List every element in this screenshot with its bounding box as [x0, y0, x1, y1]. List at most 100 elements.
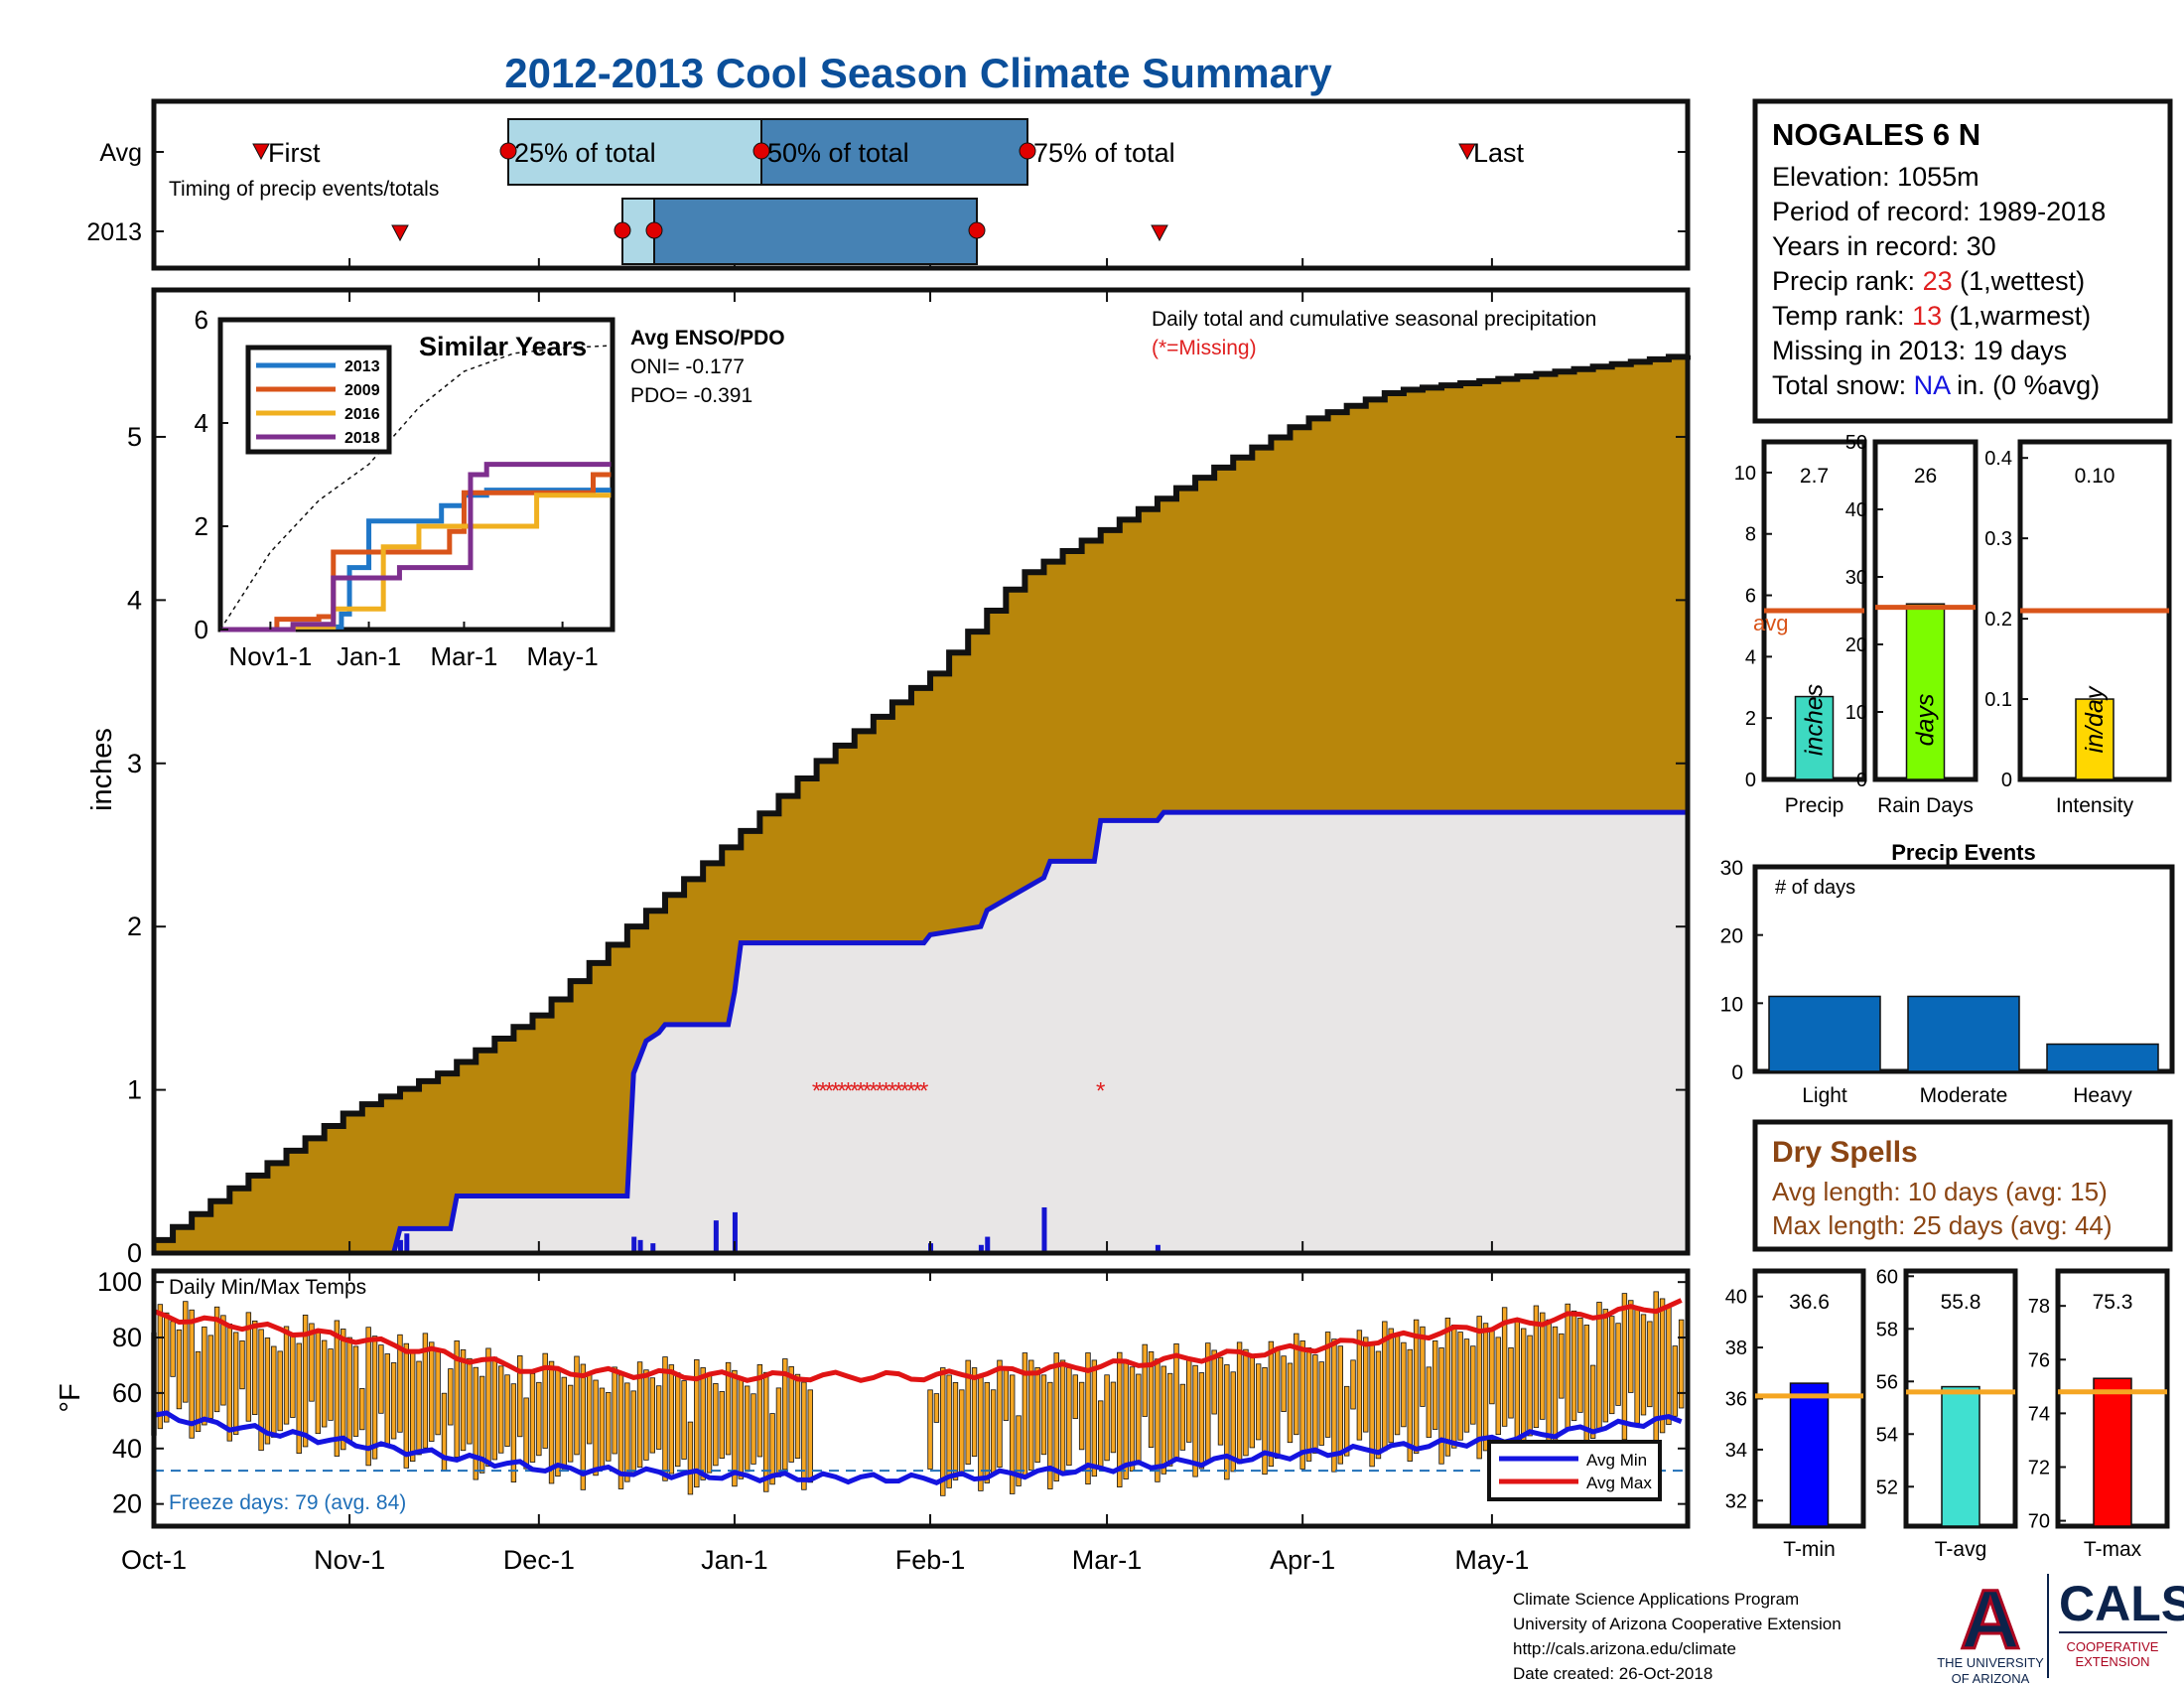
daily-temp-bar: [807, 1389, 813, 1483]
ua-block-a-icon: A: [1961, 1573, 2021, 1666]
legend-avg-max-label: Avg Max: [1586, 1474, 1652, 1492]
tmax-y-tick-label: 76: [2028, 1349, 2050, 1371]
precip-value: 2.7: [1800, 465, 1829, 488]
daily-temp-bar: [1501, 1307, 1508, 1427]
daily-temp-bar: [239, 1340, 245, 1390]
tavg-y-tick-label: 60: [1876, 1266, 1898, 1288]
daily-temp-bar: [346, 1336, 352, 1444]
footer-line2: University of Arizona Cooperative Extens…: [1513, 1615, 1842, 1633]
daily-temp-bar: [497, 1365, 504, 1454]
summary-bar-charts: 0 2 4 6 8 10 2.7 inches Precip avg 0 10 20 30 40 50 26 da…: [1734, 432, 2172, 817]
main-y-ticks: 0 1 2 3 4 5: [127, 422, 1688, 1268]
daily-temp-bar: [429, 1341, 435, 1442]
missing-marker: *: [869, 1078, 878, 1105]
daily-temp-bar: [315, 1332, 322, 1435]
daily-temp-bar: [473, 1366, 478, 1480]
intensity-axis-label: Intensity: [2056, 794, 2134, 817]
daily-temp-bar: [1508, 1346, 1514, 1419]
daily-temp-bar: [1470, 1345, 1476, 1425]
daily-temp-bar: [548, 1360, 555, 1484]
station-frame: [1752, 98, 2173, 424]
daily-temp-bar: [1520, 1328, 1527, 1445]
temp-y-tick-label: 40: [112, 1434, 142, 1464]
daily-temp-bar: [390, 1362, 397, 1440]
daily-temp-bar: [1527, 1335, 1533, 1437]
daily-precip-bars: [397, 1206, 1160, 1253]
daily-temp-bar: [732, 1369, 738, 1487]
temperature-panel: 20 40 60 80 100 Daily Min/Max Temps °F Freez…: [55, 1267, 1691, 1529]
daily-temp-bar: [1009, 1374, 1016, 1494]
daily-temp-bar: [1444, 1317, 1451, 1457]
daily-temp-bar: [409, 1351, 416, 1463]
dry-spells-frame: [1752, 1119, 2173, 1252]
inset-y-tick-label: 4: [195, 408, 208, 438]
daily-temp-bar: [984, 1381, 990, 1483]
daily-temp-bar: [523, 1397, 529, 1470]
daily-temp-bar: [542, 1352, 548, 1449]
daily-temp-bar: [290, 1335, 296, 1418]
daily-temp-bar: [1432, 1339, 1438, 1430]
daily-precip-bar: [732, 1211, 738, 1253]
rain_days-y-tick-label: 30: [1845, 567, 1867, 589]
daily-temp-bar: [341, 1329, 346, 1451]
event-bar: [1768, 995, 1881, 1072]
rain_days-y-tick-label: 50: [1845, 432, 1867, 454]
tmin-y-tick-label: 40: [1725, 1287, 1747, 1309]
missing-marker: *: [919, 1078, 928, 1105]
similar-year-line: [220, 472, 612, 633]
inset-x-tick-label: Mar-1: [430, 641, 497, 671]
temp-y-tick-label: 60: [112, 1378, 142, 1408]
daily-temp-bar: [517, 1355, 523, 1438]
daily-temp-bar: [536, 1381, 542, 1457]
cumulative-2013-area: [154, 812, 1688, 1253]
daily-temp-bar: [1647, 1321, 1653, 1408]
missing-marker: *: [837, 1078, 846, 1105]
tavg-y-tick-label: 54: [1876, 1424, 1898, 1446]
daily-temp-bar: [971, 1367, 978, 1458]
enso-oni: ONI= -0.177: [630, 355, 745, 378]
event-bar: [1907, 995, 2020, 1072]
main-y-tick-label: 1: [127, 1075, 142, 1105]
daily-temp-bar: [226, 1323, 232, 1442]
intensity-unit-label: in/day: [2081, 685, 2109, 753]
precip-y-tick-label: 8: [1745, 524, 1756, 546]
daily-temp-bar: [952, 1381, 959, 1480]
avg-last-marker: [1458, 143, 1476, 161]
daily-temp-bar: [1110, 1381, 1117, 1454]
inset-x-ticks: Nov1-1 Jan-1 Mar-1 May-1: [228, 622, 599, 671]
inset-y-ticks: 0 2 4 6: [195, 305, 228, 644]
daily-temp-bar: [359, 1388, 365, 1431]
daily-temp-bar: [485, 1347, 491, 1468]
daily-temp-bar: [384, 1353, 390, 1447]
daily-temp-bar: [1451, 1325, 1457, 1449]
daily-temp-bar: [1078, 1381, 1085, 1451]
daily-temp-bar: [1596, 1302, 1602, 1431]
daily-temp-bar: [1609, 1316, 1615, 1415]
station-name: NOGALES 6 N: [1772, 117, 1980, 152]
daily-temp-bar: [232, 1332, 239, 1435]
daily-temp-bar: [1053, 1352, 1059, 1481]
daily-temp-bar: [694, 1359, 700, 1488]
daily-temp-bar: [1179, 1383, 1186, 1451]
month-tick-label: Apr-1: [1270, 1545, 1335, 1575]
daily-temp-bar: [189, 1309, 195, 1439]
missing-markers: ****************** *: [812, 1078, 1105, 1105]
daily-temp-bar: [738, 1377, 744, 1479]
daily-temp-bar: [1003, 1367, 1010, 1421]
daily-temp-bar: [1589, 1364, 1596, 1439]
avg-q25-label: 25% of total: [514, 138, 656, 168]
daily-temp-bar: [397, 1334, 403, 1433]
legend-avg-min-label: Avg Min: [1586, 1451, 1647, 1470]
daily-temp-bar: [1059, 1359, 1066, 1475]
daily-temp-bar: [933, 1393, 940, 1423]
precip-bar: [1794, 695, 1835, 780]
month-axis: Oct-1 Nov-1 Dec-1 Jan-1 Feb-1 Mar-1 Apr-1 May-1: [121, 290, 1529, 1575]
daily-temp-bar: [1407, 1348, 1413, 1462]
daily-temp-bar: [788, 1365, 794, 1463]
rain_days-value: 26: [1914, 465, 1937, 488]
temp-y-ticks: 20 40 60 80 100: [97, 1267, 1688, 1519]
missing-marker: *: [887, 1078, 896, 1105]
daily-temp-bar: [1426, 1366, 1433, 1438]
daily-temp-bar: [978, 1374, 984, 1491]
daily-temp-bar: [756, 1364, 763, 1458]
